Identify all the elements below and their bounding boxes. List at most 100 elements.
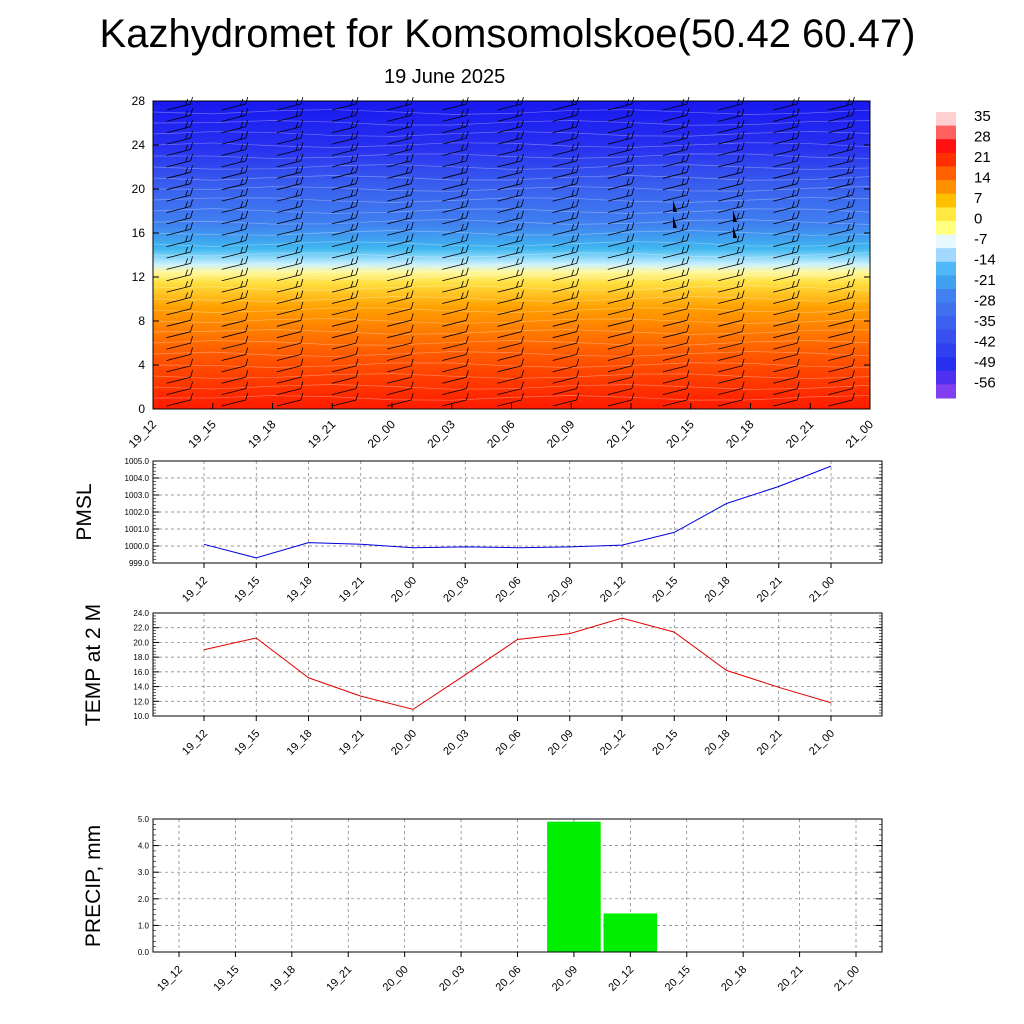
wind-barb-feather bbox=[741, 370, 745, 378]
wind-barb bbox=[276, 199, 304, 213]
wind-barb-shaft bbox=[497, 240, 522, 248]
wind-barb-feather bbox=[350, 224, 354, 231]
wind-barb-shaft bbox=[662, 160, 688, 168]
wind-barb-feather bbox=[295, 281, 299, 288]
wind-barb-feather bbox=[576, 370, 580, 378]
wind-barb-feather bbox=[465, 279, 469, 287]
wind-barb-feather bbox=[240, 167, 244, 174]
wind-barb-feather bbox=[626, 144, 630, 151]
wind-barb-feather bbox=[736, 246, 740, 254]
wind-barb-feather bbox=[460, 110, 464, 117]
wind-barb bbox=[442, 381, 469, 396]
wind-barb-shaft bbox=[387, 194, 412, 202]
wind-barb bbox=[166, 108, 193, 122]
wind-barb-feather bbox=[465, 267, 469, 275]
wind-barb-feather bbox=[295, 133, 299, 140]
wind-barb-feather bbox=[686, 313, 690, 321]
wind-barb bbox=[331, 153, 359, 168]
wind-barb bbox=[828, 210, 855, 225]
wind-barb-feather bbox=[852, 233, 855, 241]
wind-barb-feather bbox=[460, 269, 464, 276]
x-tick-label: 20_00 bbox=[365, 417, 399, 451]
colorbar-label: -28 bbox=[974, 293, 996, 310]
wind-barb bbox=[331, 176, 359, 191]
wind-barb-feather bbox=[681, 98, 685, 106]
wind-barb bbox=[497, 358, 524, 373]
wind-barb-feather bbox=[245, 131, 249, 139]
wind-barb-feather bbox=[190, 256, 193, 264]
wind-barb bbox=[331, 210, 359, 225]
wind-barb-shaft bbox=[662, 137, 688, 145]
wind-barb-feather bbox=[796, 187, 800, 196]
wind-barb bbox=[387, 244, 414, 259]
colorbar-swatch bbox=[936, 166, 956, 181]
wind-barb bbox=[221, 381, 249, 396]
wind-barb-shaft bbox=[166, 285, 191, 293]
wind-barb-feather bbox=[852, 335, 855, 344]
wind-barb bbox=[276, 256, 304, 270]
x-tick-label: 20_15 bbox=[663, 417, 697, 451]
wind-barb-shaft bbox=[442, 274, 467, 282]
wind-barb-feather bbox=[847, 155, 850, 163]
wind-barb bbox=[718, 165, 745, 179]
wind-barb bbox=[276, 142, 304, 156]
y-tick-label: 20 bbox=[132, 182, 146, 196]
wind-barb-feather bbox=[681, 167, 685, 174]
wind-barb-shaft bbox=[828, 354, 853, 361]
wind-barb-feather bbox=[300, 279, 304, 287]
wind-barb-feather bbox=[355, 119, 359, 127]
wind-barb-feather bbox=[631, 108, 635, 116]
wind-barb bbox=[607, 392, 635, 407]
wind-barb-feather bbox=[355, 165, 359, 173]
wind-barb-feather bbox=[465, 358, 469, 366]
wind-barb-feather bbox=[686, 381, 690, 389]
wind-barb-feather bbox=[300, 131, 304, 139]
wind-barb-feather bbox=[190, 165, 193, 173]
wind-barb-feather bbox=[350, 269, 354, 276]
x-tick-label: 19_21 bbox=[324, 964, 354, 994]
wind-barb bbox=[828, 347, 855, 361]
wind-barb-feather bbox=[410, 153, 414, 162]
wind-barb-feather bbox=[852, 199, 855, 207]
wind-barb-shaft bbox=[276, 103, 301, 111]
wind-barb-feather bbox=[631, 244, 635, 253]
wind-barb-shaft bbox=[387, 285, 412, 293]
colorbar-label: 0 bbox=[974, 211, 982, 228]
wind-barb bbox=[662, 153, 690, 168]
wind-barb-feather bbox=[796, 347, 800, 355]
wind-barb bbox=[718, 233, 745, 248]
wind-barb bbox=[331, 358, 359, 373]
wind-barb-feather bbox=[350, 133, 354, 140]
wind-barb-feather bbox=[741, 324, 745, 332]
wind-barb-shaft bbox=[331, 297, 357, 304]
wind-barb-feather bbox=[240, 258, 244, 265]
wind-barb-feather bbox=[741, 108, 745, 116]
wind-barb-feather bbox=[796, 335, 800, 344]
y-tick-label: 1.0 bbox=[138, 921, 150, 930]
wind-barb-feather bbox=[626, 201, 630, 208]
wind-barb-feather bbox=[852, 256, 855, 264]
wind-barb bbox=[773, 222, 800, 236]
wind-barb bbox=[662, 165, 690, 179]
wind-barb bbox=[387, 199, 414, 213]
wind-barb bbox=[552, 108, 580, 122]
wind-barb bbox=[497, 142, 524, 156]
wind-barb-shaft bbox=[497, 308, 522, 316]
wind-barb bbox=[773, 347, 800, 361]
wind-barb bbox=[276, 210, 304, 225]
wind-barb-shaft bbox=[276, 376, 301, 384]
wind-barb-feather bbox=[847, 144, 850, 151]
wind-barb-shaft bbox=[662, 376, 688, 384]
wind-barb-feather bbox=[295, 235, 299, 242]
wind-barb-shaft bbox=[166, 183, 191, 191]
wind-barb-feather bbox=[521, 108, 524, 116]
wind-barb-shaft bbox=[387, 308, 412, 316]
wind-barb-shaft bbox=[331, 206, 357, 213]
wind-barb-feather bbox=[516, 133, 519, 140]
wind-barb bbox=[387, 347, 414, 361]
wind-barb-shaft bbox=[221, 308, 246, 316]
y-axis-label: PMSL bbox=[73, 483, 96, 540]
wind-barb-feather bbox=[355, 301, 359, 310]
wind-barb-feather bbox=[410, 347, 414, 355]
wind-barb-shaft bbox=[662, 308, 688, 316]
